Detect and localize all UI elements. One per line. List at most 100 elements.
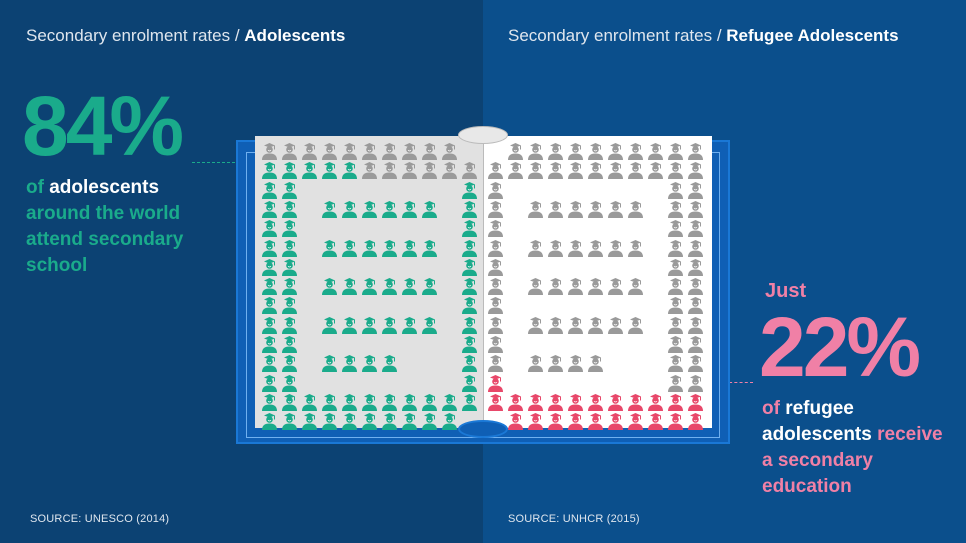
graduate-student-icon (261, 219, 278, 238)
graduate-student-icon (381, 239, 398, 257)
header-bold: Adolescents (244, 26, 346, 45)
graduate-student-icon (607, 316, 624, 334)
graduate-student-icon (527, 412, 544, 431)
graduate-student-icon (341, 316, 358, 334)
graduate-student-icon (527, 161, 544, 180)
graduate-student-icon (381, 277, 398, 296)
graduate-student-icon (547, 239, 564, 257)
graduate-student-icon (607, 161, 624, 180)
graduate-student-icon (261, 161, 278, 180)
graduate-student-icon (261, 142, 278, 160)
graduate-student-icon (687, 296, 704, 315)
graduate-student-icon (421, 316, 438, 334)
graduate-student-icon (261, 296, 278, 315)
graduate-student-icon (361, 161, 378, 180)
graduate-student-icon (507, 393, 524, 411)
graduate-student-icon (361, 277, 378, 296)
graduate-student-icon (321, 354, 338, 373)
graduate-student-icon (461, 316, 478, 334)
graduate-student-icon (401, 142, 418, 160)
graduate-student-icon (547, 316, 564, 334)
graduate-student-icon (667, 354, 684, 373)
graduate-student-icon (361, 412, 378, 431)
graduate-student-icon (281, 142, 298, 160)
graduate-student-icon (321, 200, 338, 218)
graduate-student-icon (567, 161, 584, 180)
graduate-student-icon (627, 239, 644, 257)
graduate-student-icon (461, 161, 478, 180)
graduate-student-icon (401, 239, 418, 257)
graduate-student-icon (607, 200, 624, 218)
graduate-student-icon (361, 200, 378, 218)
graduate-student-icon (587, 277, 604, 296)
graduate-student-icon (527, 277, 544, 296)
graduate-student-icon (587, 412, 604, 431)
graduate-student-icon (487, 239, 504, 257)
graduate-student-icon (401, 393, 418, 411)
graduate-student-icon (687, 393, 704, 411)
graduate-student-icon (667, 219, 684, 238)
graduate-student-icon (321, 316, 338, 334)
graduate-student-icon (507, 161, 524, 180)
graduate-student-icon (421, 393, 438, 411)
graduate-student-icon (261, 335, 278, 353)
graduate-student-icon (341, 412, 358, 431)
graduate-student-icon (361, 354, 378, 373)
graduate-student-icon (527, 239, 544, 257)
desc-highlight: adolescents (762, 424, 872, 445)
graduate-student-icon (421, 277, 438, 296)
graduate-student-icon (687, 161, 704, 180)
graduate-student-icon (647, 142, 664, 160)
graduate-student-icon (487, 258, 504, 276)
graduate-student-icon (647, 412, 664, 431)
graduate-student-icon (341, 239, 358, 257)
graduate-student-icon (667, 335, 684, 353)
graduate-student-icon (441, 412, 458, 431)
desc-line: a secondary (762, 450, 873, 471)
right-header: Secondary enrolment rates / Refugee Adol… (508, 26, 899, 46)
graduate-student-icon (421, 412, 438, 431)
graduate-student-icon (687, 412, 704, 431)
graduate-student-icon (627, 316, 644, 334)
graduate-student-icon (627, 142, 644, 160)
right-lead: Just (765, 280, 807, 302)
graduate-student-icon (461, 374, 478, 392)
graduate-student-icon (567, 412, 584, 431)
graduate-student-icon (687, 335, 704, 353)
graduate-student-icon (281, 335, 298, 353)
desc-highlight: refugee (785, 398, 854, 419)
graduate-student-icon (321, 393, 338, 411)
graduate-student-icon (421, 142, 438, 160)
left-description: of adolescents around the world attend s… (26, 175, 183, 279)
graduate-student-icon (261, 239, 278, 257)
graduate-student-icon (341, 354, 358, 373)
graduate-student-icon (461, 296, 478, 315)
graduate-student-icon (547, 393, 564, 411)
graduate-student-icon (461, 181, 478, 199)
graduate-student-icon (361, 142, 378, 160)
graduate-student-icon (487, 277, 504, 296)
graduate-student-icon (667, 412, 684, 431)
graduate-student-icon (461, 258, 478, 276)
graduate-student-icon (441, 393, 458, 411)
graduate-student-icon (687, 142, 704, 160)
left-connector (192, 162, 260, 163)
graduate-student-icon (647, 393, 664, 411)
graduate-student-icon (627, 393, 644, 411)
desc-of: of (762, 398, 786, 419)
graduate-student-icon (301, 142, 318, 160)
graduate-student-icon (547, 277, 564, 296)
graduate-student-icon (281, 277, 298, 296)
spine-bottom (458, 420, 508, 438)
graduate-student-icon (421, 161, 438, 180)
left-source: SOURCE: UNESCO (2014) (30, 513, 170, 525)
graduate-student-icon (547, 142, 564, 160)
graduate-student-icon (527, 142, 544, 160)
spine-top (458, 126, 508, 144)
graduate-student-icon (687, 219, 704, 238)
left-stat: 84% (22, 79, 184, 173)
graduate-student-icon (627, 161, 644, 180)
graduate-student-icon (321, 239, 338, 257)
graduate-student-icon (461, 354, 478, 373)
graduate-student-icon (261, 412, 278, 431)
